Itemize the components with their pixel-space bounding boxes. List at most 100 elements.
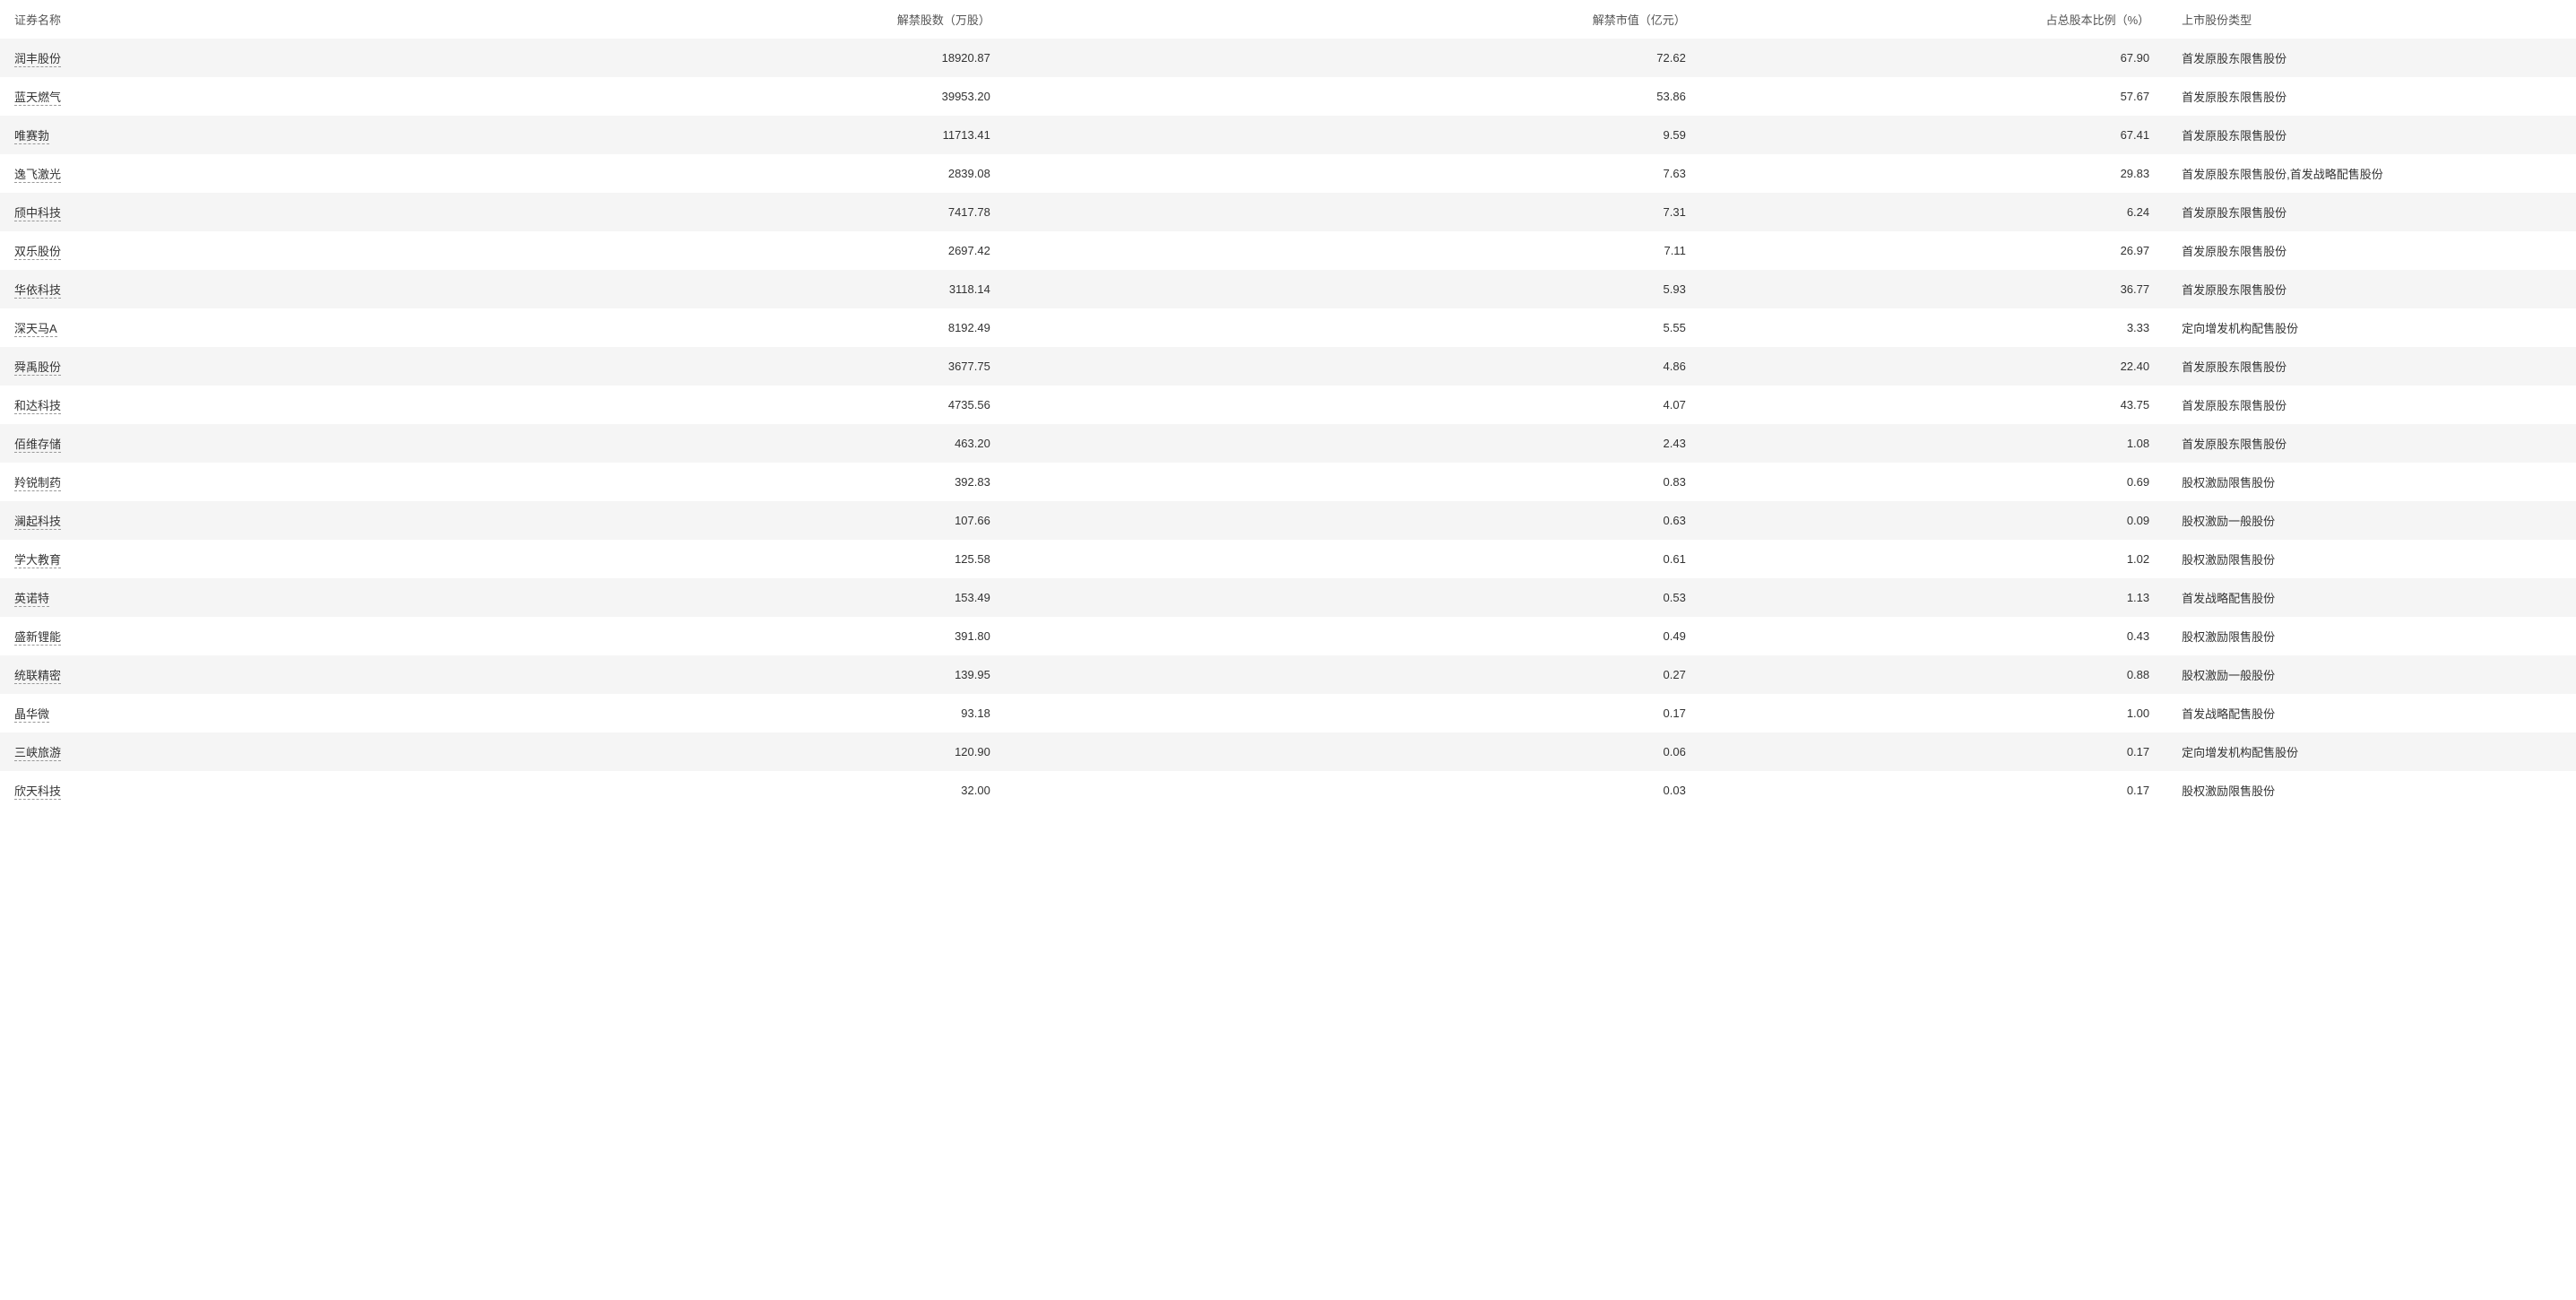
table-row: 颀中科技7417.787.316.24首发原股东限售股份 — [0, 193, 2576, 231]
security-name-link[interactable]: 和达科技 — [14, 399, 61, 414]
cell-security-name: 深天马A — [0, 308, 438, 347]
cell-unlock-value: 0.83 — [1005, 463, 1700, 501]
cell-unlock-value: 7.31 — [1005, 193, 1700, 231]
security-name-link[interactable]: 盛新锂能 — [14, 630, 61, 646]
security-name-link[interactable]: 蓝天燃气 — [14, 91, 61, 106]
table-row: 润丰股份18920.8772.6267.90首发原股东限售股份 — [0, 39, 2576, 77]
cell-unlock-shares: 463.20 — [438, 424, 1005, 463]
table-row: 统联精密 139.950.270.88股权激励一般股份 — [0, 655, 2576, 694]
cell-security-name: 舜禹股份 — [0, 347, 438, 386]
security-name-link[interactable]: 润丰股份 — [14, 52, 61, 67]
cell-share-type: 首发原股东限售股份 — [2164, 424, 2576, 463]
table-row: 逸飞激光2839.087.6329.83首发原股东限售股份,首发战略配售股份 — [0, 154, 2576, 193]
security-name-link[interactable]: 英诺特 — [14, 592, 49, 607]
column-header-ratio[interactable]: 占总股本比例（%） — [1700, 0, 2164, 39]
cell-security-name: 逸飞激光 — [0, 154, 438, 193]
cell-unlock-shares: 2697.42 — [438, 231, 1005, 270]
cell-share-type: 股权激励一般股份 — [2164, 501, 2576, 540]
cell-unlock-value: 0.06 — [1005, 732, 1700, 771]
cell-share-type: 首发原股东限售股份 — [2164, 39, 2576, 77]
security-name-link[interactable]: 佰维存储 — [14, 438, 61, 453]
table-row: 三峡旅游120.900.060.17定向增发机构配售股份 — [0, 732, 2576, 771]
security-name-link[interactable]: 欣天科技 — [14, 784, 61, 800]
table-row: 蓝天燃气39953.2053.8657.67首发原股东限售股份 — [0, 77, 2576, 116]
cell-unlock-shares: 11713.41 — [438, 116, 1005, 154]
cell-ratio: 1.00 — [1700, 694, 2164, 732]
cell-security-name: 晶华微 — [0, 694, 438, 732]
cell-ratio: 1.13 — [1700, 578, 2164, 617]
cell-share-type: 首发原股东限售股份 — [2164, 270, 2576, 308]
cell-share-type: 股权激励限售股份 — [2164, 463, 2576, 501]
column-header-name[interactable]: 证券名称 — [0, 0, 438, 39]
cell-unlock-value: 5.55 — [1005, 308, 1700, 347]
security-name-link[interactable]: 颀中科技 — [14, 206, 61, 221]
column-header-value[interactable]: 解禁市值（亿元） — [1005, 0, 1700, 39]
cell-unlock-shares: 153.49 — [438, 578, 1005, 617]
cell-ratio: 1.02 — [1700, 540, 2164, 578]
cell-unlock-value: 0.61 — [1005, 540, 1700, 578]
security-name-link[interactable]: 三峡旅游 — [14, 746, 61, 761]
table-row: 华依科技3118.145.9336.77首发原股东限售股份 — [0, 270, 2576, 308]
cell-unlock-shares: 7417.78 — [438, 193, 1005, 231]
cell-unlock-value: 53.86 — [1005, 77, 1700, 116]
cell-security-name: 佰维存储 — [0, 424, 438, 463]
column-header-shares[interactable]: 解禁股数（万股） — [438, 0, 1005, 39]
table-row: 羚锐制药392.830.830.69股权激励限售股份 — [0, 463, 2576, 501]
security-name-link[interactable]: 华依科技 — [14, 283, 61, 299]
cell-unlock-shares: 139.95 — [438, 655, 1005, 694]
table-body: 润丰股份18920.8772.6267.90首发原股东限售股份蓝天燃气39953… — [0, 39, 2576, 810]
security-name-link[interactable]: 羚锐制药 — [14, 476, 61, 491]
cell-ratio: 1.08 — [1700, 424, 2164, 463]
stock-unlock-table: 证券名称 解禁股数（万股） 解禁市值（亿元） 占总股本比例（%） 上市股份类型 … — [0, 0, 2576, 810]
cell-ratio: 0.88 — [1700, 655, 2164, 694]
cell-unlock-value: 7.63 — [1005, 154, 1700, 193]
cell-share-type: 首发战略配售股份 — [2164, 578, 2576, 617]
cell-unlock-value: 0.03 — [1005, 771, 1700, 810]
cell-unlock-shares: 3118.14 — [438, 270, 1005, 308]
cell-security-name: 英诺特 — [0, 578, 438, 617]
cell-unlock-shares: 125.58 — [438, 540, 1005, 578]
table-row: 欣天科技32.000.030.17股权激励限售股份 — [0, 771, 2576, 810]
security-name-link[interactable]: 双乐股份 — [14, 245, 61, 260]
cell-security-name: 澜起科技 — [0, 501, 438, 540]
cell-share-type: 定向增发机构配售股份 — [2164, 732, 2576, 771]
cell-unlock-shares: 107.66 — [438, 501, 1005, 540]
cell-security-name: 学大教育 — [0, 540, 438, 578]
security-name-link[interactable]: 唯赛勃 — [14, 129, 49, 144]
cell-share-type: 首发原股东限售股份 — [2164, 347, 2576, 386]
cell-share-type: 首发战略配售股份 — [2164, 694, 2576, 732]
security-name-link[interactable]: 统联精密 — [14, 669, 61, 684]
cell-ratio: 0.09 — [1700, 501, 2164, 540]
cell-security-name: 和达科技 — [0, 386, 438, 424]
table-row: 晶华微93.180.171.00首发战略配售股份 — [0, 694, 2576, 732]
cell-unlock-shares: 3677.75 — [438, 347, 1005, 386]
cell-unlock-value: 0.27 — [1005, 655, 1700, 694]
cell-unlock-value: 4.86 — [1005, 347, 1700, 386]
cell-share-type: 股权激励一般股份 — [2164, 655, 2576, 694]
security-name-link[interactable]: 晶华微 — [14, 707, 49, 723]
cell-unlock-value: 72.62 — [1005, 39, 1700, 77]
cell-security-name: 蓝天燃气 — [0, 77, 438, 116]
cell-share-type: 首发原股东限售股份 — [2164, 116, 2576, 154]
table-row: 双乐股份2697.427.1126.97首发原股东限售股份 — [0, 231, 2576, 270]
cell-share-type: 股权激励限售股份 — [2164, 771, 2576, 810]
security-name-link[interactable]: 学大教育 — [14, 553, 61, 568]
cell-security-name: 欣天科技 — [0, 771, 438, 810]
cell-unlock-value: 0.17 — [1005, 694, 1700, 732]
security-name-link[interactable]: 逸飞激光 — [14, 168, 61, 183]
column-header-type[interactable]: 上市股份类型 — [2164, 0, 2576, 39]
cell-unlock-shares: 4735.56 — [438, 386, 1005, 424]
cell-share-type: 首发原股东限售股份 — [2164, 386, 2576, 424]
cell-ratio: 36.77 — [1700, 270, 2164, 308]
cell-ratio: 57.67 — [1700, 77, 2164, 116]
security-name-link[interactable]: 舜禹股份 — [14, 360, 61, 376]
cell-ratio: 0.43 — [1700, 617, 2164, 655]
cell-share-type: 首发原股东限售股份,首发战略配售股份 — [2164, 154, 2576, 193]
stock-unlock-table-container: 证券名称 解禁股数（万股） 解禁市值（亿元） 占总股本比例（%） 上市股份类型 … — [0, 0, 2576, 810]
table-row: 盛新锂能391.800.490.43股权激励限售股份 — [0, 617, 2576, 655]
security-name-link[interactable]: 深天马A — [14, 322, 57, 337]
cell-share-type: 股权激励限售股份 — [2164, 540, 2576, 578]
cell-share-type: 股权激励限售股份 — [2164, 617, 2576, 655]
security-name-link[interactable]: 澜起科技 — [14, 515, 61, 530]
table-row: 深天马A8192.495.553.33定向增发机构配售股份 — [0, 308, 2576, 347]
